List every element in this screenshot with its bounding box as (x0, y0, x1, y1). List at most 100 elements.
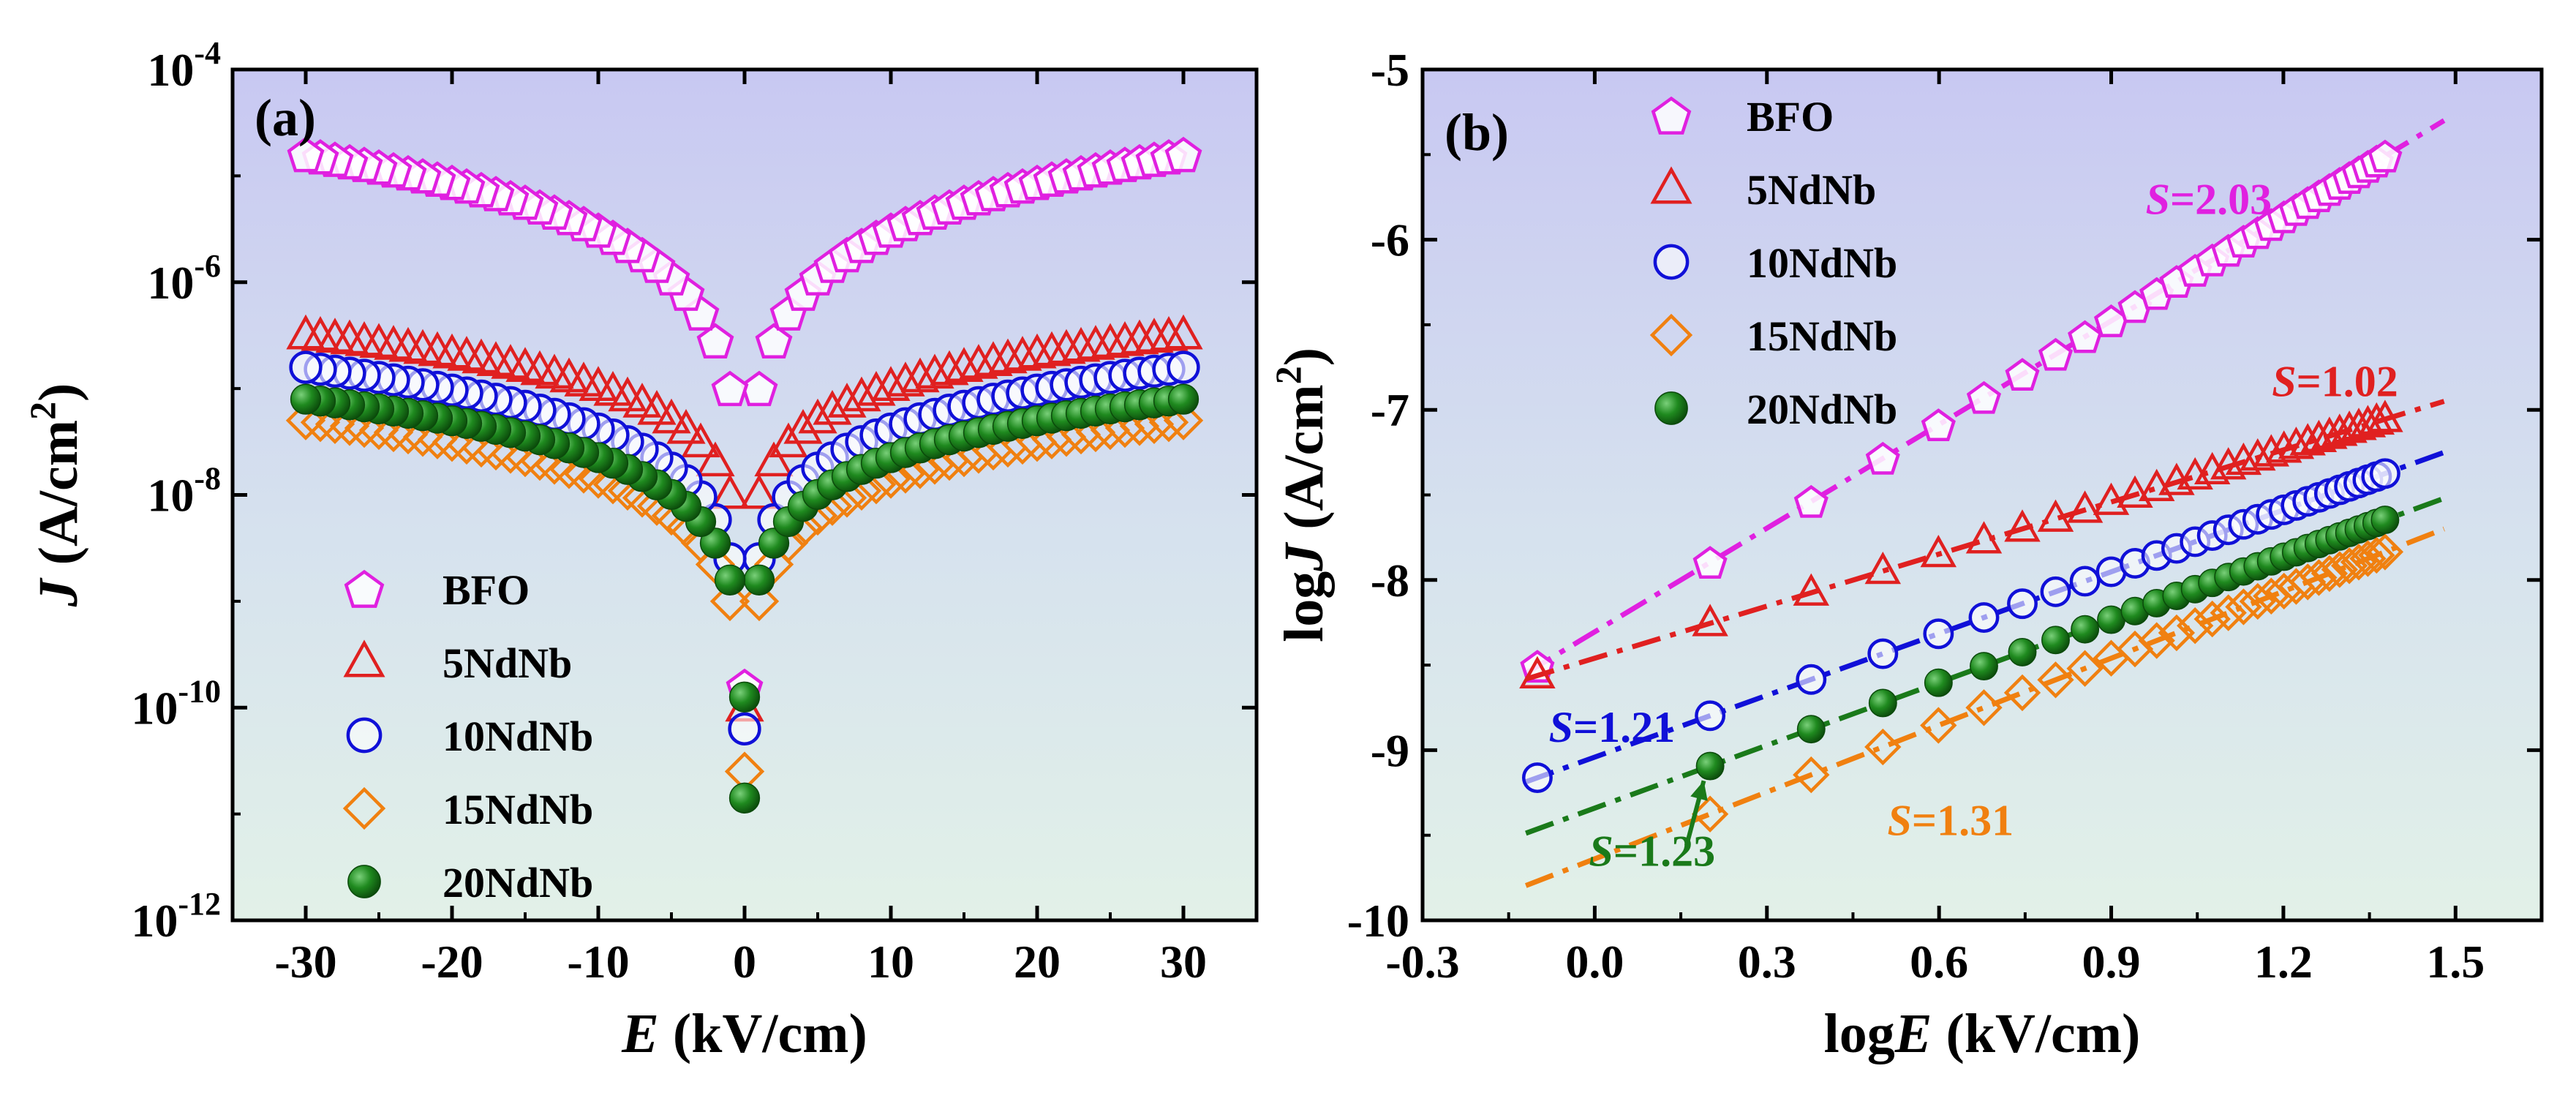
point-20NdNb (1970, 652, 1998, 681)
legend-label: 20NdNb (442, 859, 593, 906)
point-5NdNb (1864, 551, 1902, 585)
point-15NdNb (2366, 533, 2404, 571)
plot-background (1423, 70, 2542, 920)
point-5NdNb (652, 398, 691, 434)
point-10NdNb (1167, 350, 1200, 384)
series-15NdNb (1524, 526, 2445, 888)
legend-marker-10NdNb (346, 717, 383, 754)
legend-label: 10NdNb (442, 713, 593, 760)
point-10NdNb (1695, 700, 1726, 732)
point-5NdNb (754, 441, 794, 477)
x-axis-unit: (kV/cm) (659, 1003, 867, 1064)
slope-symbol: S (1888, 797, 1912, 845)
point-BFO (1793, 484, 1829, 518)
point-5NdNb (856, 370, 896, 406)
slope-annotations: S=2.03S=1.02S=1.21S=1.31S=1.23 (1549, 176, 2398, 876)
slope-value: =2.03 (2170, 176, 2272, 224)
y-tick-label: 10-12 (131, 886, 221, 947)
legend-label: BFO (442, 566, 530, 614)
point-5NdNb (1076, 325, 1115, 360)
slope-symbol: S (2146, 176, 2170, 224)
point-20NdNb (714, 564, 746, 596)
y-tick-base: 10 (131, 682, 178, 734)
panel-label: (b) (1445, 103, 1509, 162)
y-tick-label: -10 (1347, 895, 1409, 947)
y-tick-label: -7 (1371, 384, 1409, 436)
y-tick-label: -9 (1371, 724, 1409, 776)
legend-label: BFO (1747, 93, 1834, 140)
point-5NdNb (505, 347, 545, 382)
point-5NdNb (359, 323, 399, 358)
slope-label-10NdNb: S=1.21 (1549, 703, 1676, 751)
point-BFO (1921, 408, 1956, 442)
point-5NdNb (2093, 482, 2130, 515)
point-5NdNb (622, 383, 662, 418)
point-20NdNb (2071, 615, 2100, 644)
legend-label: 15NdNb (1747, 312, 1897, 360)
x-tick-label: 1.5 (2426, 936, 2485, 988)
point-20NdNb-zero (728, 681, 761, 713)
point-20NdNb (699, 527, 731, 559)
x-axis-title: logE (kV/cm) (1824, 1003, 2141, 1064)
point-20NdNb (1695, 751, 1725, 781)
point-10NdNb (2007, 588, 2038, 620)
point-20NdNb (758, 527, 790, 559)
fit-line-15NdNb (1524, 526, 2445, 888)
point-20NdNb-zero-2 (728, 782, 761, 814)
point-15NdNb (2358, 536, 2395, 574)
point-BFO (2368, 139, 2403, 173)
point-5NdNb (403, 328, 442, 364)
point-5NdNb (579, 366, 618, 401)
point-5NdNb (973, 341, 1013, 376)
y-tick-exponent: -6 (194, 248, 221, 284)
y-axis-unit: (A/cm (28, 420, 89, 579)
point-15NdNb (2193, 600, 2231, 638)
point-15NdNb (2349, 540, 2387, 577)
point-BFO (1692, 546, 1728, 579)
series-BFO (287, 136, 1202, 705)
point-5NdNb (330, 319, 369, 355)
point-5NdNb (1920, 534, 1957, 568)
point-10NdNb (2369, 458, 2400, 489)
y-tick-label: -6 (1371, 214, 1409, 266)
x-tick-label: 0.3 (1738, 936, 1796, 988)
point-5NdNb (1692, 604, 1728, 636)
point-15NdNb (1691, 795, 1729, 833)
y-tick-base: 10 (147, 470, 194, 522)
x-axis: -0.3 0.0 0.3 0.6 0.9 1.2 1.5 (1385, 70, 2485, 988)
point-15NdNb (2253, 577, 2290, 615)
plot-background (233, 70, 1257, 920)
slope-value: =1.21 (1573, 703, 1675, 751)
legend-label: 15NdNb (442, 786, 593, 833)
point-15NdNb (1793, 756, 1830, 794)
legend-label: 5NdNb (1747, 166, 1876, 214)
y-tick-base: 10 (147, 257, 194, 309)
point-5NdNb (1017, 333, 1057, 369)
point-15NdNb (1864, 728, 1902, 766)
slope-value: =1.23 (1613, 827, 1715, 876)
data-layer (285, 136, 1204, 814)
slope-symbol: S (1589, 827, 1613, 876)
y-tick-label: -8 (1371, 555, 1409, 606)
legend-marker-10NdNb (1653, 244, 1690, 280)
point-15NdNb (2177, 607, 2214, 645)
point-5NdNb (286, 314, 325, 350)
point-5NdNb (520, 350, 560, 386)
point-BFO (2068, 320, 2103, 353)
y-tick-base: 10 (131, 895, 178, 947)
point-10NdNb (1796, 664, 1827, 695)
y-axis-title: J (A/cm2) (22, 383, 89, 608)
slope-value: =1.31 (1912, 797, 2014, 845)
series-10NdNb (1521, 450, 2445, 793)
slope-symbol: S (1549, 703, 1573, 751)
point-20NdNb (743, 564, 775, 596)
point-20NdNb (2008, 637, 2037, 666)
point-5NdNb (944, 347, 984, 382)
point-5NdNb (2240, 437, 2276, 471)
panel-label: (a) (255, 89, 316, 147)
legend-marker-5NdNb (1650, 166, 1692, 204)
y-axis-sup: 2 (22, 402, 63, 420)
point-5NdNb (2037, 499, 2074, 532)
point-BFO (287, 136, 325, 173)
